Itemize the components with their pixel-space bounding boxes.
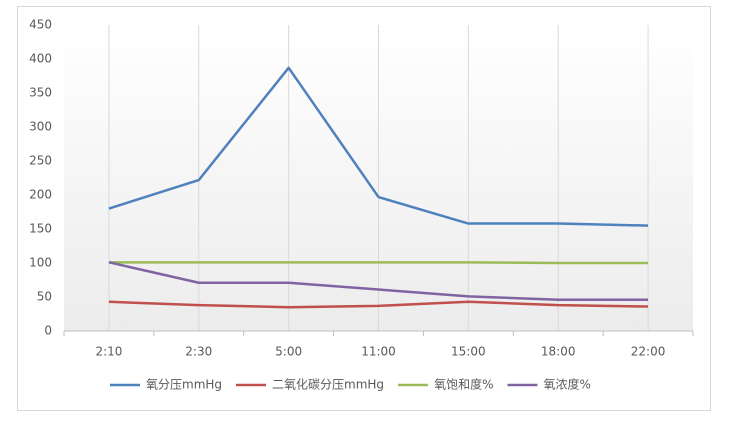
legend-label: 氧浓度% bbox=[543, 377, 590, 392]
series-line bbox=[108, 66, 649, 227]
y-tick-label: 100 bbox=[29, 256, 52, 270]
legend-label: 二氧化碳分压mmHg bbox=[272, 378, 384, 392]
x-tick-label: 2:30 bbox=[185, 345, 212, 359]
y-tick-label: 0 bbox=[44, 324, 52, 338]
legend-label: 氧分压mmHg bbox=[146, 378, 222, 392]
series-line bbox=[108, 300, 649, 309]
y-tick-label: 450 bbox=[29, 18, 52, 32]
y-tick-label: 50 bbox=[37, 290, 52, 304]
x-tick-label: 11:00 bbox=[361, 345, 396, 359]
series-line bbox=[108, 261, 649, 301]
x-tick-label: 2:10 bbox=[95, 345, 122, 359]
x-tick-label: 18:00 bbox=[541, 345, 576, 359]
y-tick-label: 250 bbox=[29, 154, 52, 168]
y-tick-label: 300 bbox=[29, 120, 52, 134]
series-line bbox=[108, 261, 649, 265]
y-tick-label: 200 bbox=[29, 188, 52, 202]
y-tick-label: 400 bbox=[29, 52, 52, 66]
y-tick-label: 150 bbox=[29, 222, 52, 236]
x-tick-label: 22:00 bbox=[631, 345, 666, 359]
x-tick-label: 5:00 bbox=[275, 345, 302, 359]
legend-label: 氧饱和度% bbox=[434, 377, 493, 392]
x-tick-label: 15:00 bbox=[451, 345, 486, 359]
y-tick-label: 350 bbox=[29, 86, 52, 100]
